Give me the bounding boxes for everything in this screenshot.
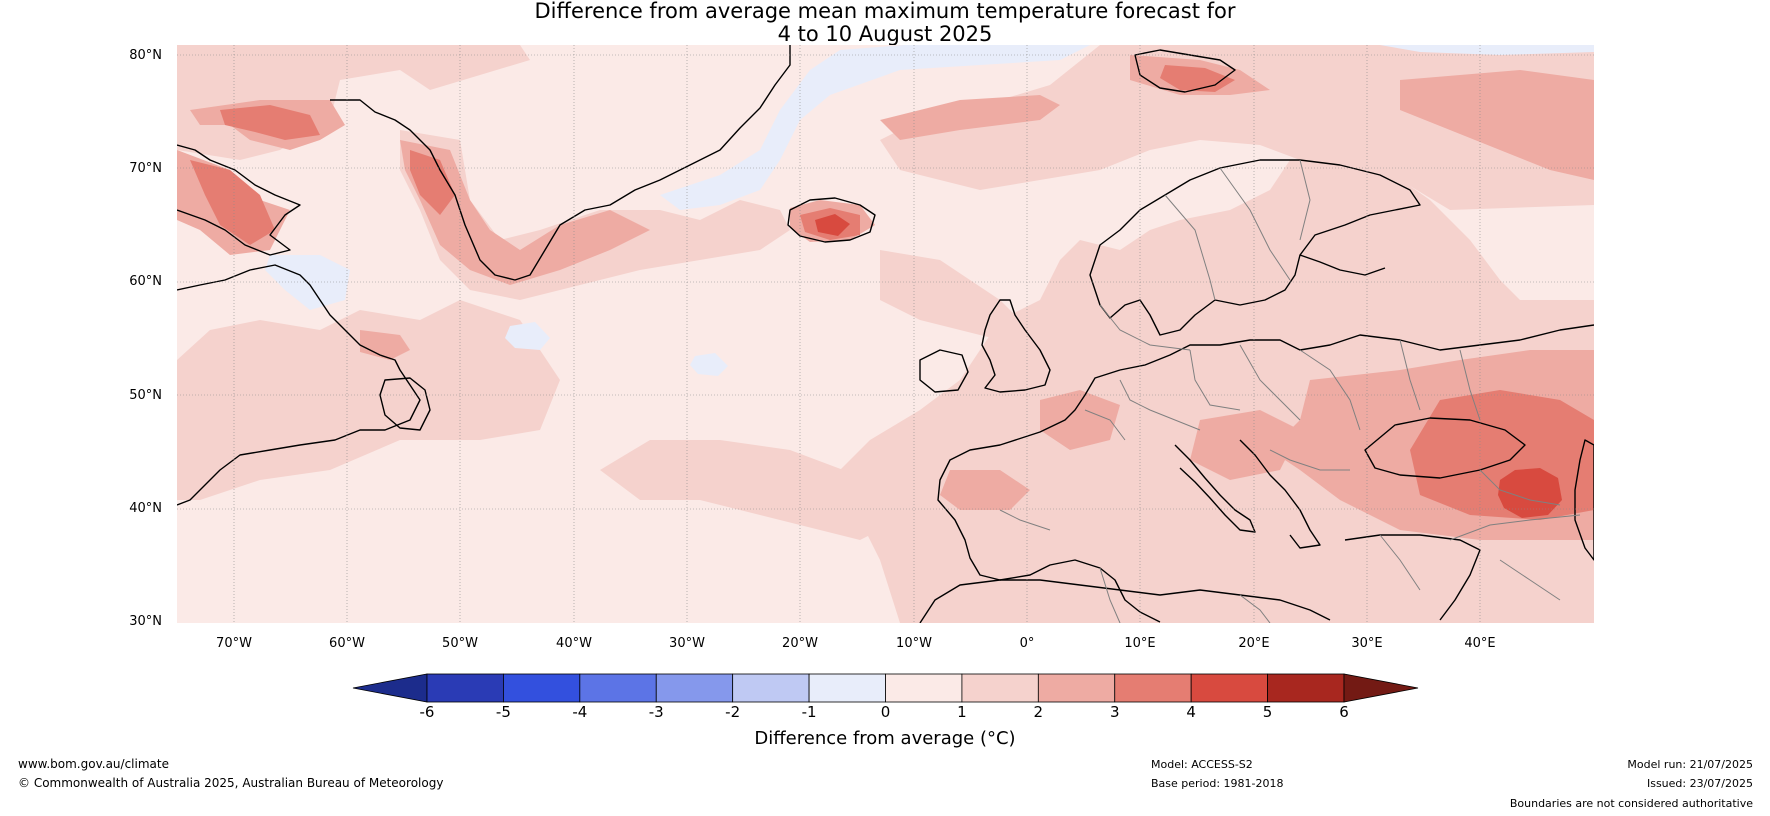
lon-tick-10w: 10°W	[896, 636, 932, 651]
lon-tick-40w: 40°W	[556, 636, 592, 651]
colorbar-tick: -4	[572, 703, 588, 721]
colorbar-extend-high	[1343, 673, 1419, 703]
footer-disclaimer: Boundaries are not considered authoritat…	[1509, 797, 1753, 810]
map-title-line1: Difference from average mean maximum tem…	[534, 0, 1236, 23]
colorbar-swatch	[503, 673, 581, 703]
map-title-line2: 4 to 10 August 2025	[777, 22, 993, 46]
colorbar-swatch	[808, 673, 886, 703]
colorbar-tick: -2	[725, 703, 741, 721]
footer-model: Model: ACCESS-S2	[1151, 758, 1253, 771]
colorbar-tick: 4	[1186, 703, 1196, 721]
colorbar-tick: 5	[1262, 703, 1273, 721]
colorbar-swatch	[655, 673, 734, 703]
colorbar-tick: -6	[419, 703, 435, 721]
map-title: Difference from average mean maximum tem…	[0, 0, 1770, 46]
colorbar-swatch	[1190, 673, 1268, 703]
lon-tick-30w: 30°W	[669, 636, 705, 651]
lat-tick-60n: 60°N	[129, 274, 162, 289]
lon-tick-50w: 50°W	[442, 636, 478, 651]
lat-tick-80n: 80°N	[129, 48, 162, 63]
colorbar-swatch	[961, 673, 1039, 703]
coastlines	[177, 45, 1594, 623]
anomaly-4-to-5	[815, 214, 1562, 518]
lon-tick-20w: 20°W	[782, 636, 818, 651]
lon-tick-0: 0°	[1019, 636, 1035, 651]
footer-model-run: Model run: 21/07/2025	[1627, 758, 1753, 771]
lat-tick-30n: 30°N	[129, 614, 162, 629]
lat-tick-40n: 40°N	[129, 501, 162, 516]
colorbar-tick: -3	[648, 703, 664, 721]
colorbar-tick: 0	[880, 703, 891, 721]
colorbar-tick: 1	[957, 703, 967, 721]
footer-website: www.bom.gov.au/climate	[18, 757, 169, 771]
colorbar-swatch	[579, 673, 657, 703]
lat-tick-70n: 70°N	[129, 161, 162, 176]
lat-tick-50n: 50°N	[129, 388, 162, 403]
lon-tick-20e: 20°E	[1238, 636, 1270, 651]
lon-tick-60w: 60°W	[329, 636, 365, 651]
colorbar-swatch	[426, 673, 504, 703]
colorbar-tick: 3	[1109, 703, 1120, 721]
colorbar-tick: -5	[495, 703, 511, 721]
colorbar-label: Difference from average (°C)	[754, 728, 1016, 749]
colorbar-swatch	[1037, 673, 1116, 703]
colorbar-swatch	[885, 673, 963, 703]
colorbar-tick: 2	[1033, 703, 1044, 721]
footer-base-period: Base period: 1981-2018	[1151, 777, 1284, 790]
country-borders	[999, 159, 1581, 623]
colorbar-swatch	[1267, 673, 1345, 703]
colorbar-tick: -1	[801, 703, 817, 721]
lon-tick-70w: 70°W	[216, 636, 252, 651]
colorbar-swatch	[732, 673, 810, 703]
colorbar-swatch	[1114, 673, 1192, 703]
colorbar-tick: 6	[1339, 703, 1349, 721]
colorbar-extend-low	[352, 673, 428, 703]
lon-tick-10e: 10°E	[1124, 636, 1156, 651]
footer-copyright: © Commonwealth of Australia 2025, Austra…	[18, 776, 444, 790]
lon-tick-40e: 40°E	[1464, 636, 1496, 651]
footer-issued: Issued: 23/07/2025	[1646, 777, 1753, 790]
lon-tick-30e: 30°E	[1351, 636, 1383, 651]
graticule	[177, 45, 1594, 623]
